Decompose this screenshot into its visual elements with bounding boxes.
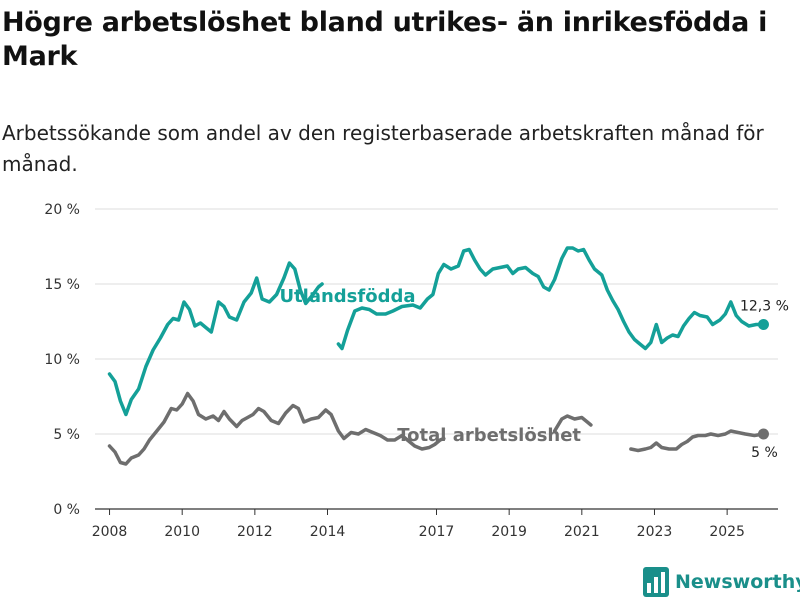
x-tick-label: 2014 (310, 524, 346, 540)
y-tick-label: 5 % (53, 427, 80, 443)
series-line-total (552, 414, 593, 433)
x-tick-label: 2019 (491, 524, 527, 540)
end-point-utlandsfodda (757, 319, 769, 330)
series-line-utlandsfodda (336, 246, 766, 351)
page-subtitle: Arbetssökande som andel av den registerb… (2, 121, 764, 176)
y-tick-label: 15 % (44, 277, 80, 293)
end-point-total (757, 428, 769, 440)
bar-chart-icon (643, 567, 669, 597)
x-tick-label: 2010 (164, 524, 200, 540)
x-tick-label: 2012 (237, 524, 273, 540)
newsworthy-logo: Newsworthy (643, 566, 800, 598)
x-tick-label: 2025 (709, 524, 745, 540)
x-tick-label: 2023 (637, 524, 673, 540)
brand-name: Newsworthy (675, 571, 800, 593)
x-tick-label: 2008 (92, 524, 128, 540)
page-title: Högre arbetslöshet bland utrikes- än inr… (2, 7, 768, 72)
series-label-utlandsfodda: Utlandsfödda (279, 286, 415, 307)
y-tick-label: 10 % (44, 352, 80, 368)
end-label-total: 5 % (751, 445, 778, 461)
series-label-total: Total arbetslöshet (397, 425, 581, 446)
end-label-utlandsfodda: 12,3 % (740, 299, 789, 315)
series-line-utlandsfodda (107, 261, 324, 417)
series-line-total (107, 391, 446, 466)
x-tick-label: 2021 (564, 524, 600, 540)
y-tick-label: 20 % (44, 202, 80, 218)
series-line-total (629, 429, 766, 453)
x-tick-label: 2017 (419, 524, 455, 540)
y-tick-label: 0 % (53, 502, 80, 518)
